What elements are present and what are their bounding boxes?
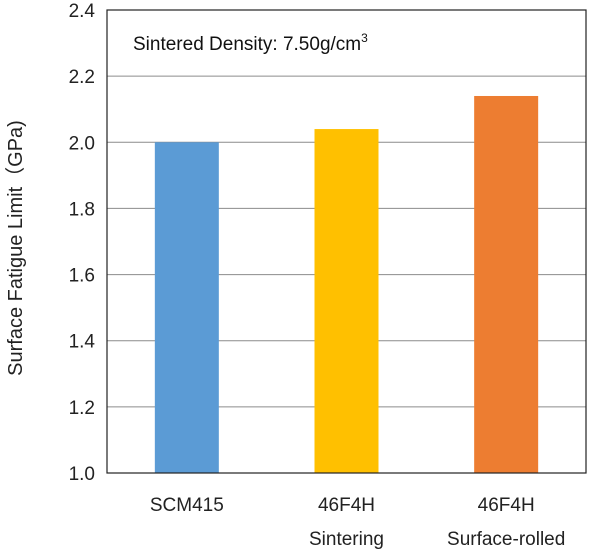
category-label-line2: Surface-rolled <box>447 529 565 550</box>
y-tick-label: 2.4 <box>69 1 96 22</box>
annotation-superscript: 3 <box>361 31 368 45</box>
category-label-line2: Sintering <box>309 529 384 550</box>
y-tick-label: 2.0 <box>69 133 95 154</box>
x-category-labels: SCM415 46F4H Sintering 46F4H Surface-rolled <box>150 495 565 550</box>
category-label-line1: 46F4H <box>318 495 375 516</box>
y-tick-label: 1.4 <box>69 332 96 353</box>
density-annotation: Sintered Density: 7.50g/cm3 <box>133 31 368 55</box>
y-axis-label: Surface Fatigue Limit（GPa) <box>4 120 27 376</box>
category-label-line1: SCM415 <box>150 495 224 516</box>
bar-2 <box>474 95 539 473</box>
category-label-line1: 46F4H <box>478 495 535 516</box>
y-tick-label: 1.8 <box>69 199 95 220</box>
bars <box>154 95 539 474</box>
bar-1 <box>314 129 379 474</box>
y-tick-labels: 1.0 1.2 1.4 1.6 1.8 2.0 2.2 2.4 <box>69 1 96 485</box>
y-tick-label: 1.6 <box>69 266 95 287</box>
plot-frame <box>106 9 587 474</box>
annotation-text: Sintered Density: 7.50g/cm <box>133 34 361 55</box>
y-tick-label: 1.2 <box>69 398 95 419</box>
y-tick-label: 1.0 <box>69 464 95 485</box>
bar-0 <box>154 142 219 474</box>
y-tick-label: 2.2 <box>69 67 95 88</box>
